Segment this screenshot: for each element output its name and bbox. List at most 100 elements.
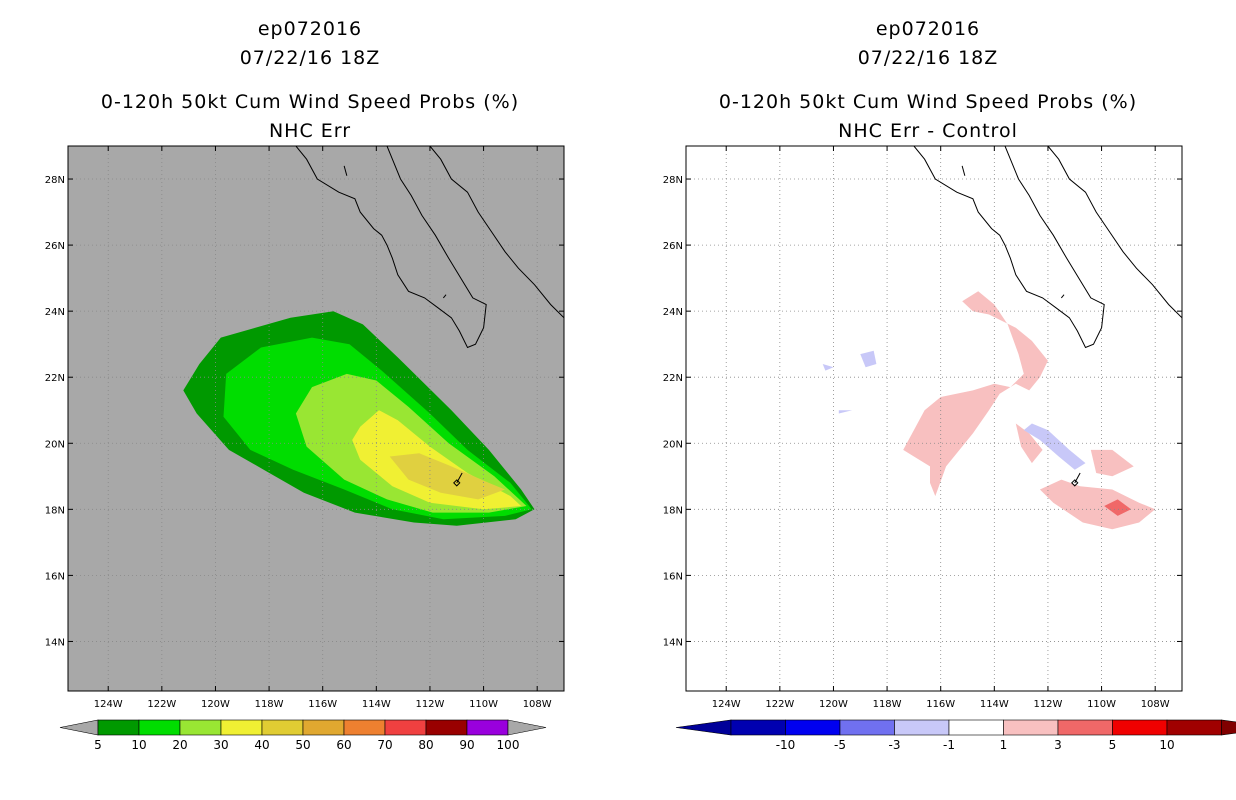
contour-level-neg1-6 <box>860 350 877 368</box>
contour-level-neg1-7 <box>822 364 834 371</box>
x-tick-label: 124W <box>712 699 741 710</box>
y-tick-label: 26N <box>45 241 65 252</box>
x-tick-label: 118W <box>255 699 284 710</box>
colorbar-segment <box>785 719 841 736</box>
x-tick-label: 122W <box>765 699 794 710</box>
colorbar-segment <box>384 719 427 736</box>
colorbar-segment <box>179 719 222 736</box>
y-tick-label: 28N <box>663 175 683 186</box>
colorbar-label: 50 <box>295 738 310 752</box>
x-tick-label: 108W <box>523 699 552 710</box>
contour-level-1-0 <box>903 291 1048 497</box>
colorbar-label: -1 <box>943 738 955 752</box>
colorbar-label: 5 <box>1109 738 1117 752</box>
storm-position-marker <box>1071 479 1079 487</box>
colorbar-label: 90 <box>459 738 474 752</box>
colorbar-segment <box>1003 719 1059 736</box>
x-tick-label: 108W <box>1141 699 1170 710</box>
chart2-map: 124W 122W 120W 118W 116W 114W 112W 110W 108W 14N 1… <box>663 145 1236 752</box>
y-tick-label: 16N <box>45 571 65 582</box>
colorbar-segment <box>261 719 304 736</box>
colorbar-label: 1 <box>1000 738 1008 752</box>
colorbar-label: 10 <box>1159 738 1174 752</box>
x-tick-label: 114W <box>362 699 391 710</box>
colorbar-segment <box>97 719 140 736</box>
chart1-storm-id: ep072016 <box>257 18 363 40</box>
x-tick-label: 116W <box>308 699 337 710</box>
island-coastline <box>1060 294 1065 299</box>
y-tick-label: 14N <box>663 637 683 648</box>
contour-level-neg1-8 <box>838 410 853 414</box>
island-coastline <box>442 294 447 299</box>
baja-peninsula-coastline <box>913 146 1105 349</box>
plot-frame <box>685 145 1183 692</box>
x-tick-label: 118W <box>873 699 902 710</box>
colorbar-segment <box>839 719 895 736</box>
chart1-map: 124W 122W 120W 118W 116W 114W 112W 110W 108W 14N 1… <box>45 145 565 752</box>
colorbar-segment <box>425 719 468 736</box>
colorbar-low-arrow <box>675 719 732 736</box>
colorbar-label: 80 <box>418 738 433 752</box>
colorbar-segment <box>1112 719 1168 736</box>
colorbar-high-arrow <box>507 719 547 736</box>
contour-level-1-2 <box>1090 449 1134 477</box>
colorbar-segment <box>730 719 786 736</box>
x-tick-label: 114W <box>980 699 1009 710</box>
x-tick-label: 110W <box>1087 699 1116 710</box>
contour-level-3-4 <box>1104 499 1132 516</box>
x-tick-label: 112W <box>1033 699 1062 710</box>
baja-peninsula-coastline <box>295 146 487 349</box>
colorbar-label: -5 <box>834 738 846 752</box>
y-tick-label: 14N <box>45 637 65 648</box>
colorbar-segment <box>1057 719 1113 736</box>
island-coastline <box>343 165 348 176</box>
colorbar-high-arrow <box>1221 719 1236 736</box>
colorbar-label: -3 <box>889 738 901 752</box>
y-tick-label: 18N <box>663 505 683 516</box>
chart1-product-title: 0-120h 50kt Cum Wind Speed Probs (%) <box>100 91 520 113</box>
chart2-subtitle: NHC Err - Control <box>838 120 1018 142</box>
contour-level-1-1 <box>1039 479 1156 530</box>
colorbar-label: 20 <box>172 738 187 752</box>
contour-level-neg1-5 <box>1023 423 1086 470</box>
chart1-subtitle: NHC Err <box>268 120 352 142</box>
colorbar-label: 40 <box>254 738 269 752</box>
colorbar-label: 30 <box>213 738 228 752</box>
chart2-storm-id: ep072016 <box>875 18 981 40</box>
y-tick-label: 26N <box>663 241 683 252</box>
x-tick-label: 124W <box>94 699 123 710</box>
colorbar-segment <box>138 719 181 736</box>
y-tick-label: 28N <box>45 175 65 186</box>
y-tick-label: 20N <box>45 439 65 450</box>
storm-position-marker <box>453 479 461 487</box>
chart2-date: 07/22/16 18Z <box>857 47 999 69</box>
x-tick-label: 120W <box>819 699 848 710</box>
contour-level-40-4 <box>389 453 505 500</box>
x-tick-label: 112W <box>415 699 444 710</box>
colorbar-low-arrow <box>59 719 99 736</box>
y-tick-label: 18N <box>45 505 65 516</box>
colorbar-label: 70 <box>377 738 392 752</box>
colorbar-segment <box>220 719 263 736</box>
colorbar-segment <box>1166 719 1222 736</box>
x-tick-label: 122W <box>147 699 176 710</box>
y-tick-label: 22N <box>45 373 65 384</box>
colorbar-label: 100 <box>497 738 520 752</box>
mainland-mexico-coastline <box>1047 146 1182 319</box>
contour-level-1-3 <box>1015 423 1043 464</box>
x-tick-label: 120W <box>201 699 230 710</box>
y-tick-label: 22N <box>663 373 683 384</box>
colorbar-segment <box>466 719 509 736</box>
colorbar-segment <box>343 719 386 736</box>
x-tick-label: 110W <box>469 699 498 710</box>
y-tick-label: 16N <box>663 571 683 582</box>
colorbar-segment <box>948 719 1004 736</box>
y-tick-label: 20N <box>663 439 683 450</box>
colorbar-segment <box>894 719 950 736</box>
chart1-date: 07/22/16 18Z <box>239 47 381 69</box>
colorbar-label: 60 <box>336 738 351 752</box>
mainland-mexico-coastline <box>429 146 564 319</box>
colorbar-label: 10 <box>131 738 146 752</box>
colorbar-label: -10 <box>776 738 796 752</box>
plot-frame <box>67 145 565 692</box>
